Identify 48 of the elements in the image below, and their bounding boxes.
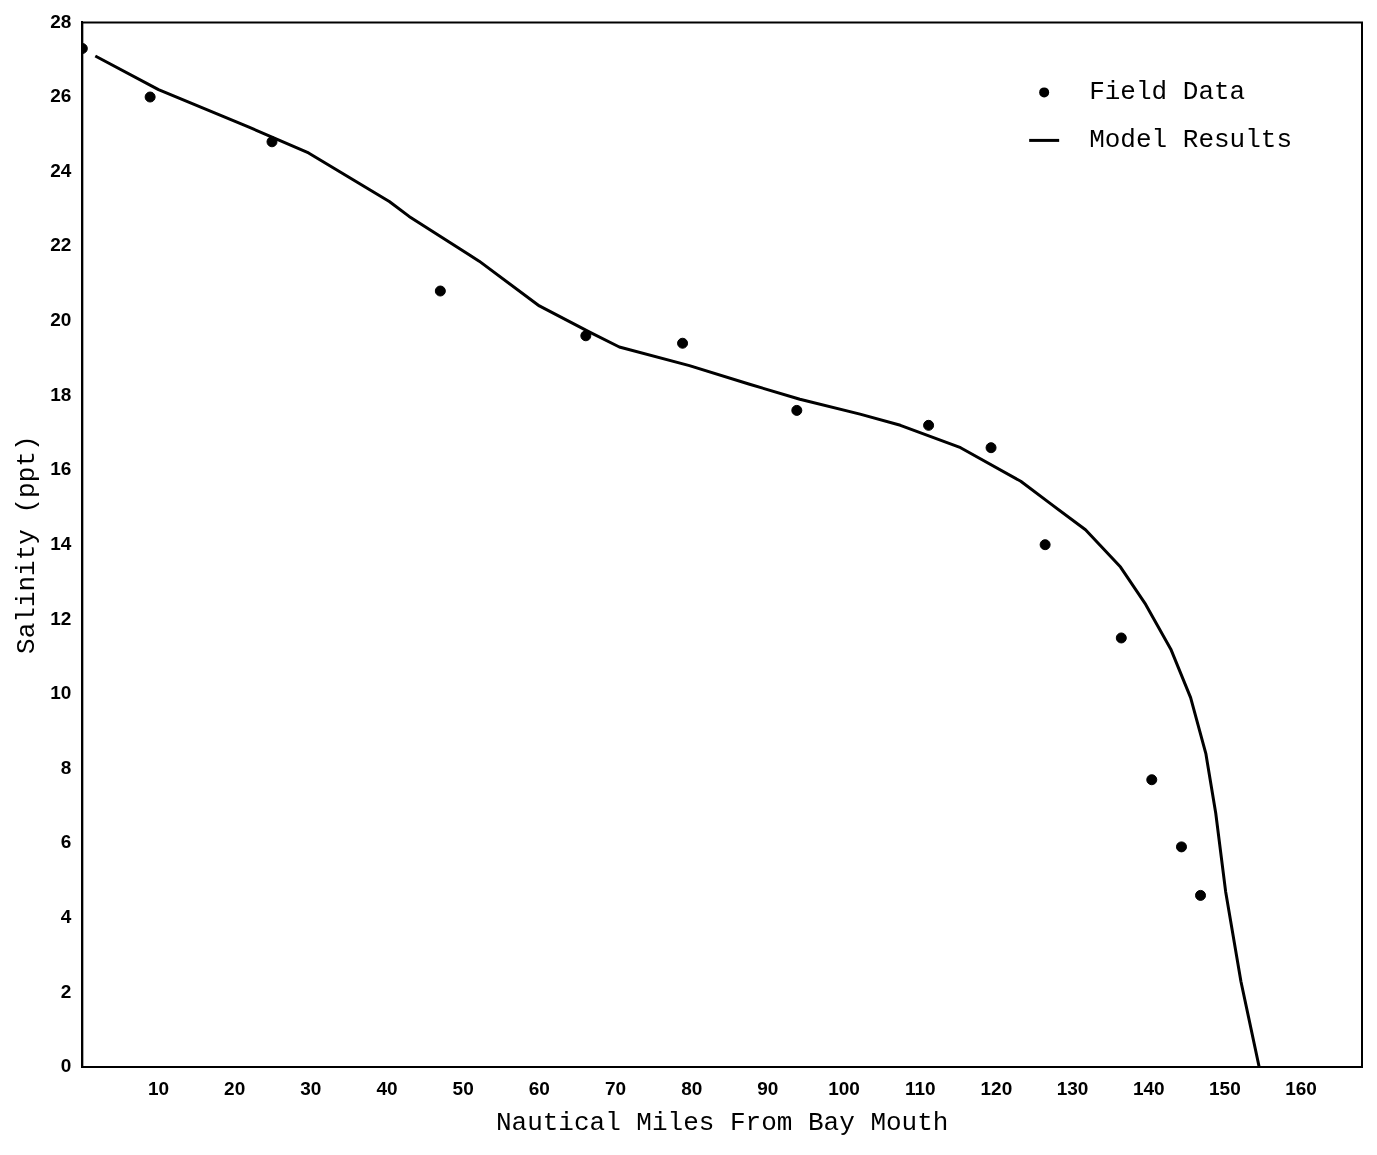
point xyxy=(434,285,446,297)
y-tick-label: 18 xyxy=(50,383,72,405)
x-tick-label: 20 xyxy=(224,1077,246,1099)
point xyxy=(266,136,278,148)
point xyxy=(923,419,935,431)
y-axis-title: Salinity (ppt) xyxy=(12,435,43,654)
x-tick-label: 140 xyxy=(1132,1077,1165,1099)
y-tick-label: 24 xyxy=(50,159,72,181)
x-tick-label: 110 xyxy=(904,1077,936,1099)
y-tick-label: 20 xyxy=(50,309,72,331)
x-tick-label: 130 xyxy=(1056,1077,1089,1099)
x-tick-label: 80 xyxy=(681,1077,703,1099)
point xyxy=(1175,841,1187,853)
y-tick-label: 28 xyxy=(50,10,72,32)
point xyxy=(144,91,156,103)
point xyxy=(791,404,803,416)
point xyxy=(985,442,997,454)
x-tick-label: 30 xyxy=(300,1077,322,1099)
point xyxy=(677,337,689,349)
y-tick-label: 8 xyxy=(60,756,72,778)
y-tick-label: 16 xyxy=(50,458,72,480)
x-tick-label: 90 xyxy=(757,1077,779,1099)
point xyxy=(1039,539,1051,551)
point xyxy=(1195,889,1207,901)
x-axis-title: Nautical Miles From Bay Mouth xyxy=(495,1108,949,1139)
legend-label: Model Results xyxy=(1089,125,1293,156)
x-tick-label: 60 xyxy=(528,1077,550,1099)
x-tick-label: 100 xyxy=(828,1077,860,1099)
x-tick-label: 150 xyxy=(1209,1077,1241,1099)
point xyxy=(1146,774,1158,786)
y-tick-label: 12 xyxy=(50,607,72,629)
y-tick-label: 26 xyxy=(50,85,72,107)
y-tick-label: 14 xyxy=(50,532,72,554)
x-tick-label: 120 xyxy=(980,1077,1013,1099)
x-tick-label: 40 xyxy=(376,1077,398,1099)
point xyxy=(580,330,592,342)
y-tick-label: 22 xyxy=(50,234,72,256)
x-tick-label: 70 xyxy=(604,1077,627,1099)
x-tick-label: 160 xyxy=(1285,1077,1317,1099)
legend-label: Field Data xyxy=(1089,77,1246,108)
y-tick-label: 4 xyxy=(60,906,72,928)
x-tick-label: 50 xyxy=(452,1077,474,1099)
y-tick-label: 2 xyxy=(60,980,72,1002)
y-tick-label: 10 xyxy=(50,682,72,704)
y-tick-label: 6 xyxy=(60,831,72,853)
y-tick-label: 0 xyxy=(60,1055,72,1077)
point xyxy=(1115,632,1127,644)
x-tick-label: 10 xyxy=(147,1077,170,1099)
